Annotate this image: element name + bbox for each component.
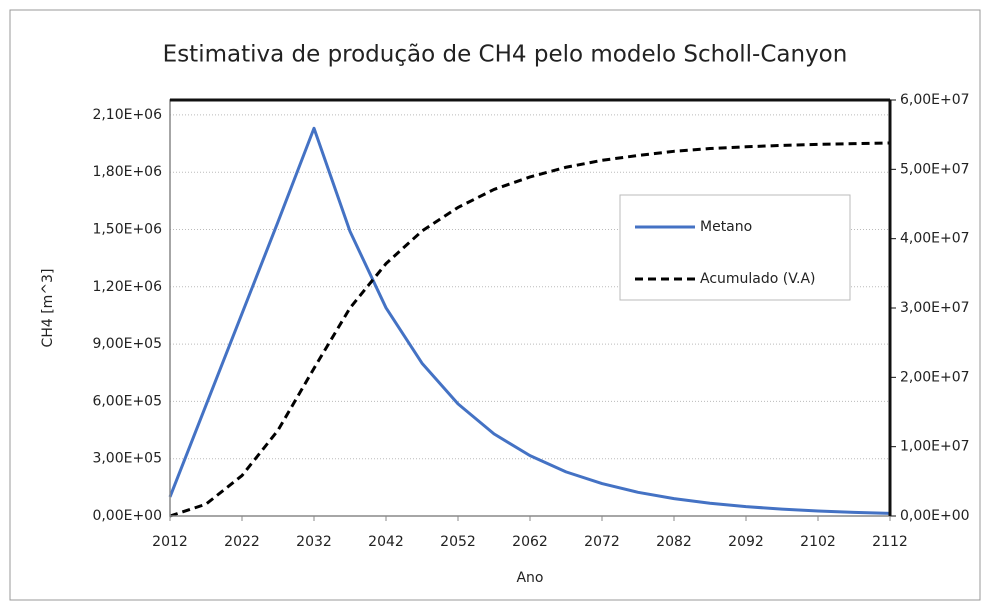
y-tick-label: 2,10E+06 — [92, 107, 162, 123]
y-tick-label: 1,80E+06 — [92, 164, 162, 180]
chart-border — [9, 9, 981, 601]
x-tick-label: 2062 — [512, 534, 548, 550]
x-tick-label: 2102 — [800, 534, 836, 550]
x-tick-label: 2032 — [296, 534, 332, 550]
y2-tick-label: 2,00E+07 — [900, 369, 970, 385]
legend-label: Acumulado (V.A) — [700, 271, 816, 287]
x-tick-label: 2042 — [368, 534, 404, 550]
x-tick-label: 2052 — [440, 534, 476, 550]
y-tick-label: 1,20E+06 — [92, 279, 162, 295]
x-tick-label: 2022 — [224, 534, 260, 550]
series-line — [169, 141, 891, 518]
x-tick-label: 2072 — [584, 534, 620, 550]
x-tick-label: 2092 — [728, 534, 764, 550]
series-line — [168, 126, 891, 515]
y-tick-label: 1,50E+06 — [92, 221, 162, 237]
y-tick-label: 3,00E+05 — [92, 451, 162, 467]
y-tick-label: 6,00E+05 — [92, 393, 162, 409]
y-tick-label: 9,00E+05 — [92, 336, 162, 352]
x-axis-label: Ano — [516, 570, 543, 586]
chart-title: Estimativa de produção de CH4 pelo model… — [163, 42, 848, 68]
y2-tick-label: 5,00E+07 — [900, 161, 970, 177]
x-tick-label: 2082 — [656, 534, 692, 550]
x-tick-label: 2112 — [872, 534, 908, 550]
y2-tick-label: 6,00E+07 — [900, 92, 970, 108]
y-axis-label: CH4 [m^3] — [40, 269, 56, 348]
y2-tick-label: 1,00E+07 — [900, 439, 970, 455]
legend-label: Metano — [700, 219, 752, 235]
x-tick-label: 2012 — [152, 534, 188, 550]
y-tick-label: 0,00E+00 — [92, 508, 162, 524]
y2-tick-label: 4,00E+07 — [900, 231, 970, 247]
y2-tick-label: 3,00E+07 — [900, 300, 970, 316]
y2-tick-label: 0,00E+00 — [900, 508, 970, 524]
legend — [619, 194, 851, 301]
